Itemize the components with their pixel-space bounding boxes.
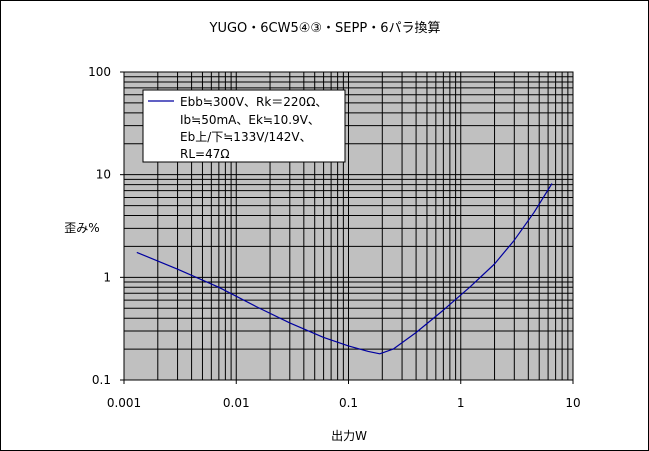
legend-box: [142, 89, 346, 163]
y-tick-label: 10: [96, 168, 111, 182]
legend-entry-line-4: RL=47Ω: [180, 147, 230, 161]
y-tick-label: 0.1: [92, 373, 111, 387]
chart-title: YUGO・6CW5④③・SEPP・6パラ換算: [209, 21, 441, 36]
x-tick-label: 10: [565, 396, 580, 410]
x-axis-label: 出力W: [331, 429, 367, 443]
legend-entry-line-3: Eb上/下≒133V/142V、: [180, 130, 312, 144]
y-tick-label: 100: [88, 65, 111, 79]
x-tick-label: 0.001: [107, 396, 141, 410]
legend-entry-line-2: Ib≒50mA、Ek≒10.9V、: [180, 113, 320, 127]
y-axis-ticks: 100 10 1 0.1: [88, 65, 124, 387]
x-tick-label: 1: [457, 396, 465, 410]
series-layer: [136, 183, 553, 355]
legend: Ebb≒300V、Rk＝220Ω、 Ib≒50mA、Ek≒10.9V、 Eb上/…: [142, 89, 346, 163]
x-axis-ticks: 0.001 0.01 0.1 1 10: [107, 380, 581, 410]
series-line-0: [136, 183, 553, 355]
x-tick-label: 0.1: [339, 396, 358, 410]
y-tick-label: 1: [103, 270, 111, 284]
y-axis-label: 歪み%: [64, 221, 99, 235]
x-tick-label: 0.01: [223, 396, 250, 410]
legend-entry-line-1: Ebb≒300V、Rk＝220Ω、: [180, 95, 327, 109]
